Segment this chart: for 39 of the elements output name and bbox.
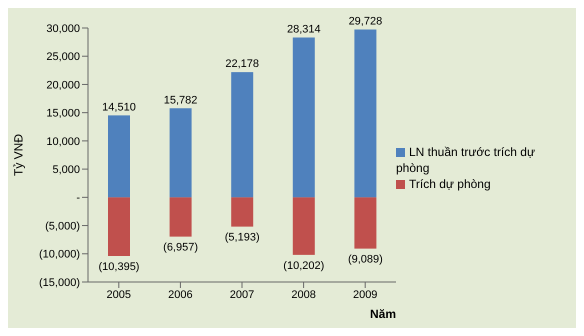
y-tick-label: (5,000)	[45, 220, 80, 232]
data-label: (9,089)	[348, 254, 383, 266]
data-label: (10,202)	[283, 260, 324, 272]
data-label: 28,314	[286, 24, 321, 36]
y-tick-label: 5,000	[52, 164, 80, 176]
bar	[108, 115, 130, 198]
bar	[292, 38, 315, 198]
bar	[292, 197, 315, 255]
bar	[231, 197, 254, 227]
data-label: (6,957)	[163, 242, 198, 254]
bar	[231, 72, 254, 198]
data-label: (5,193)	[224, 232, 260, 244]
y-tick-label: -	[76, 192, 80, 204]
x-axis-title: Năm	[370, 307, 396, 321]
bar	[170, 108, 192, 198]
y-tick-label: 25,000	[46, 51, 80, 64]
y-tick-label: 15,000	[46, 108, 80, 120]
x-tick-label: 2005	[106, 288, 132, 301]
bar	[170, 197, 192, 237]
data-label: 14,510	[102, 101, 136, 114]
bar	[354, 197, 376, 249]
x-tick-label: 2009	[352, 288, 378, 301]
legend-label: Trích dự phòng	[409, 177, 491, 191]
y-axis-title: Tỷ VNĐ	[11, 134, 26, 176]
y-tick-label: (15,000)	[39, 276, 80, 289]
x-tick-label: 2006	[168, 288, 193, 301]
bar	[354, 30, 376, 198]
data-label: (10,395)	[98, 261, 140, 274]
data-label: 22,178	[225, 58, 260, 70]
y-tick-label: (10,000)	[39, 248, 80, 261]
y-tick-label: 20,000	[46, 79, 80, 92]
data-label: 29,728	[348, 16, 382, 28]
data-label: 15,782	[164, 94, 198, 106]
bar	[108, 197, 130, 256]
x-tick-label: 2007	[230, 288, 254, 301]
x-tick-label: 2008	[291, 288, 316, 301]
y-tick-label: 10,000	[46, 136, 80, 148]
legend-label: LN thuần trước trích dự phòng	[396, 145, 535, 175]
y-tick-label: 30,000	[46, 22, 80, 35]
